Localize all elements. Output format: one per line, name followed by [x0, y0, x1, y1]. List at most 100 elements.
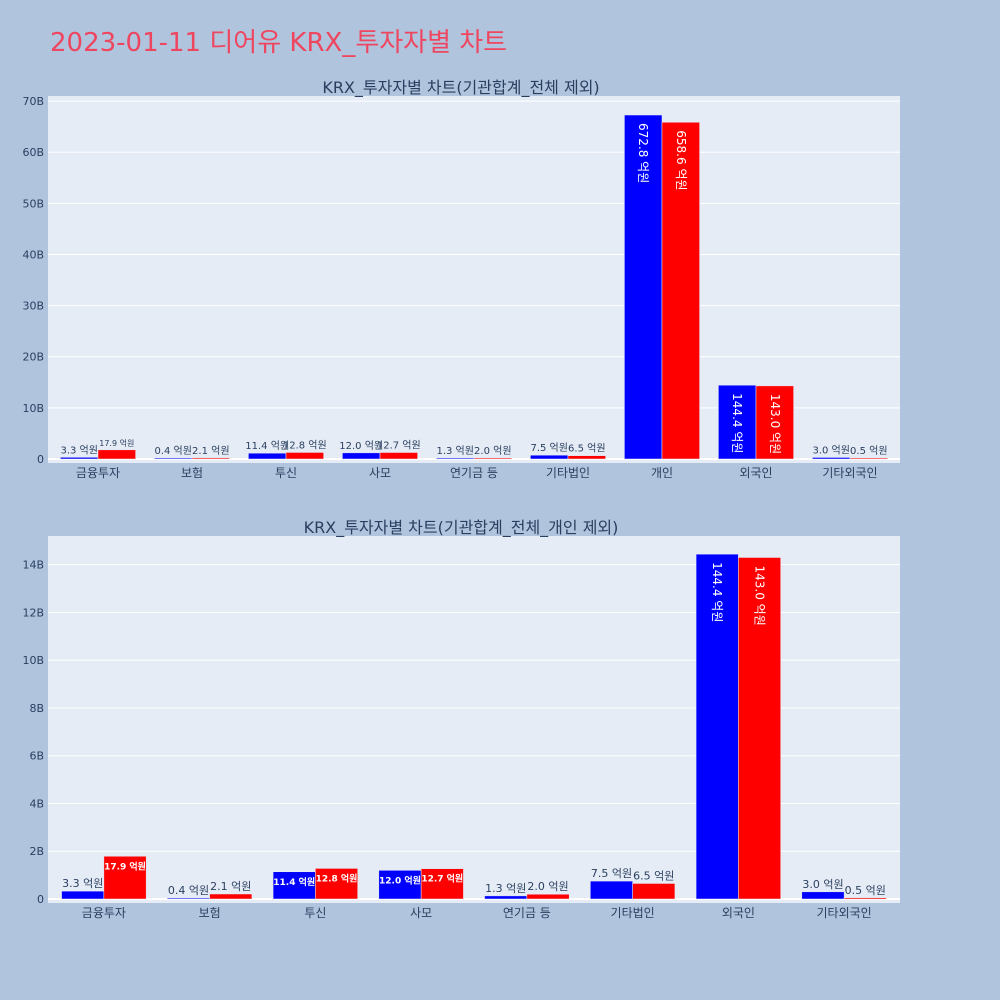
chart-2: 0 2B 4B 6B 8B 10B 12B 14B KRX_투자자별 차트(기관합계_전체_개인…	[22, 518, 900, 920]
bar-value-label: 7.5 억원	[591, 867, 632, 880]
y-tick-label: 6B	[29, 750, 44, 763]
y-tick-label: 10B	[22, 654, 44, 667]
chart-title: KRX_투자자별 차트(기관합계_전체 제외)	[322, 78, 599, 98]
bar-value-label: 12.8 억원	[316, 872, 358, 884]
x-tick-label: 연기금 등	[503, 906, 551, 920]
x-tick-label: 금융투자	[76, 466, 120, 480]
bar-buy	[315, 868, 358, 900]
x-tick-label: 외국인	[722, 906, 755, 920]
bar-sell	[154, 457, 193, 460]
bar-buy	[632, 883, 676, 900]
x-tick-label: 금융투자	[82, 906, 126, 920]
bar-value-label: 143.0 억원	[768, 394, 782, 454]
x-tick-label: 보험	[199, 906, 221, 920]
bar-value-label: 3.0 억원	[812, 444, 849, 456]
bar-value-label: 1.3 억원	[436, 445, 473, 457]
bar-buy	[191, 457, 230, 460]
x-tick-label: 연기금 등	[450, 466, 498, 480]
bar-value-label: 2.1 억원	[210, 880, 251, 893]
bar-value-label: 7.5 억원	[530, 442, 567, 454]
y-tick-label: 70B	[22, 95, 44, 108]
bar-value-label: 12.7 억원	[421, 873, 463, 885]
x-tick-label: 보험	[181, 466, 203, 480]
page-title: 2023-01-11 디어유 KRX_투자자별 차트	[50, 28, 508, 58]
bar-value-label: 3.3 억원	[62, 877, 103, 890]
bar-sell	[436, 457, 475, 460]
bar-value-label: 11.4 억원	[273, 876, 315, 888]
bar-sell	[590, 880, 633, 900]
bar-value-label: 17.9 억원	[99, 438, 134, 448]
y-tick-label: 50B	[22, 197, 44, 210]
y-tick-label: 10B	[22, 402, 44, 415]
bar-buy	[379, 452, 418, 460]
y-tick-label: 40B	[22, 248, 44, 261]
bar-sell	[61, 890, 105, 900]
bar-buy	[473, 457, 512, 460]
bar-value-label: 3.0 억원	[802, 878, 843, 891]
x-tick-label: 투신	[275, 466, 297, 480]
bar-buy	[843, 897, 887, 900]
bar-value-label: 6.5 억원	[633, 869, 674, 882]
bar-sell	[812, 457, 851, 460]
x-tick-label: 기타외국인	[817, 906, 872, 920]
x-tick-label: 기타법인	[546, 466, 590, 480]
chart-1: 0 10B 20B 30B 40B 50B 60B 70B KRX_투자자별 차트(기관합계_전…	[22, 78, 900, 480]
y-tick-label: 30B	[22, 300, 44, 313]
bar-buy	[849, 457, 888, 460]
bar-value-label: 1.3 억원	[485, 882, 526, 895]
bar-buy	[661, 122, 700, 460]
bar-buy	[209, 893, 253, 900]
y-tick-label: 12B	[22, 606, 44, 619]
bar-value-label: 3.3 억원	[60, 444, 97, 456]
bar-value-label: 0.4 억원	[168, 884, 209, 897]
bar-buy	[755, 385, 794, 460]
x-tick-label: 개인	[651, 466, 673, 480]
y-tick-label: 4B	[29, 797, 44, 810]
bar-sell	[167, 897, 210, 900]
x-tick-label: 투신	[304, 906, 326, 920]
bar-sell	[624, 114, 663, 460]
y-tick-label: 20B	[22, 351, 44, 364]
bar-sell	[60, 457, 99, 460]
bar-value-label: 2.1 억원	[192, 445, 229, 457]
y-tick-label: 8B	[29, 702, 44, 715]
bar-sell	[801, 891, 845, 900]
bar-value-label: 144.4 억원	[710, 562, 724, 622]
x-tick-label: 사모	[410, 906, 432, 920]
bar-value-label: 144.4 억원	[730, 393, 744, 453]
y-tick-label: 60B	[22, 146, 44, 159]
bar-value-label: 6.5 억원	[568, 443, 605, 455]
y-tick-label: 2B	[29, 845, 44, 858]
bar-buy	[97, 449, 136, 460]
bar-value-label: 672.8 억원	[636, 123, 650, 183]
bar-value-label: 658.6 억원	[674, 130, 688, 190]
y-tick-label: 0	[37, 453, 44, 466]
bar-sell	[248, 452, 287, 460]
y-tick-label: 0	[37, 893, 44, 906]
bar-value-label: 12.0 억원	[339, 440, 383, 452]
y-tick-label: 14B	[22, 559, 44, 572]
bar-value-label: 17.9 억원	[104, 860, 146, 872]
bar-buy	[420, 868, 464, 900]
bar-value-label: 0.4 억원	[154, 445, 191, 457]
bar-value-label: 2.0 억원	[474, 445, 511, 457]
bar-value-label: 2.0 억원	[527, 880, 568, 893]
bar-sell	[378, 870, 422, 900]
bar-value-label: 12.0 억원	[379, 874, 421, 886]
bar-buy	[567, 455, 606, 460]
bar-value-label: 12.8 억원	[283, 439, 327, 451]
bar-value-label: 0.5 억원	[850, 445, 887, 457]
x-tick-label: 기타법인	[611, 906, 655, 920]
bar-value-label: 12.7 억원	[377, 440, 421, 452]
bar-value-label: 143.0 억원	[753, 565, 767, 625]
bar-sell	[484, 895, 528, 900]
chart-title: KRX_투자자별 차트(기관합계_전체_개인 제외)	[304, 518, 619, 538]
bar-sell	[342, 452, 381, 460]
bar-sell	[718, 384, 757, 460]
bar-buy	[285, 452, 324, 460]
bar-buy	[526, 893, 570, 900]
bar-value-label: 11.4 억원	[245, 440, 289, 452]
bar-sell	[695, 553, 739, 900]
bar-value-label: 0.5 억원	[845, 884, 886, 897]
